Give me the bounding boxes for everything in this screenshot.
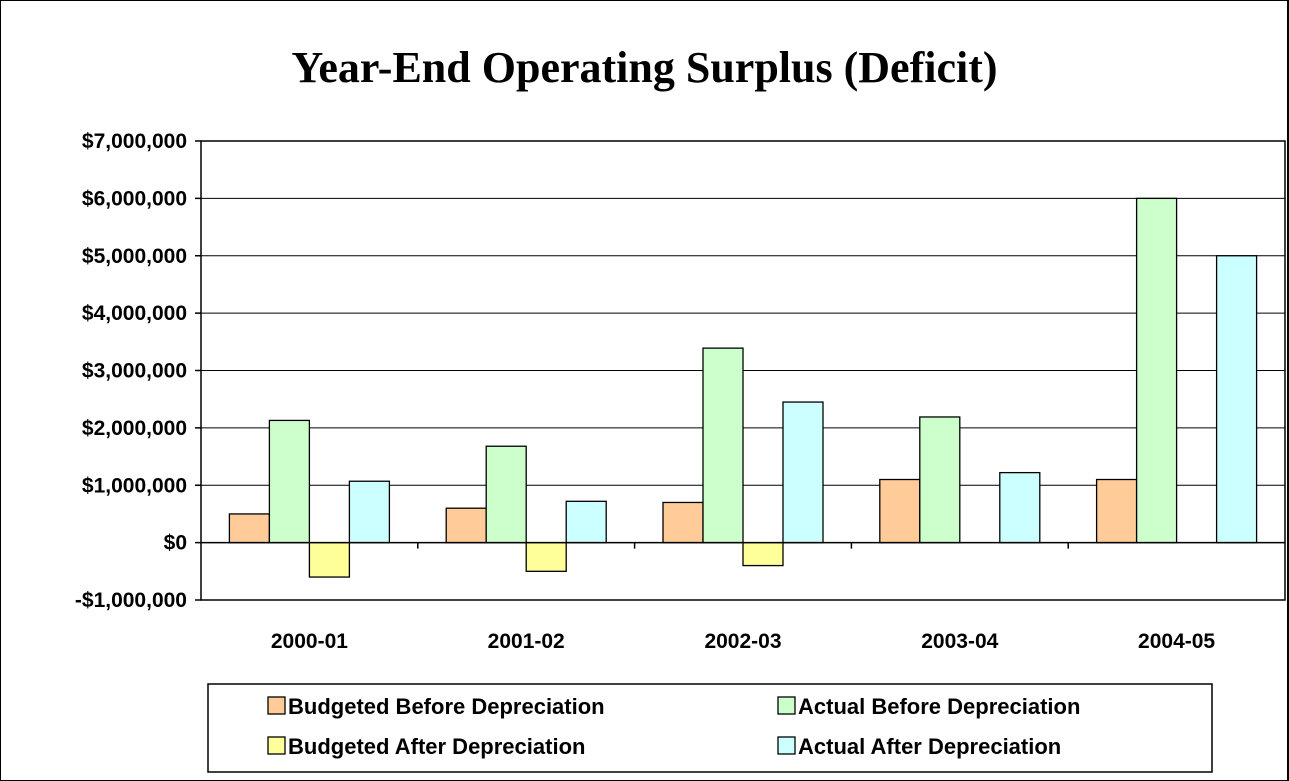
tick-labels: -$1,000,000 $0 $1,000,000 $2,000,000 $3,000,… (75, 130, 1216, 653)
y-tick-label: $5,000,000 (82, 245, 187, 268)
x-tick-label: 2000-01 (271, 630, 348, 653)
legend-swatch (777, 736, 796, 755)
bar (485, 445, 527, 544)
bar (1095, 478, 1138, 544)
bar (565, 500, 607, 544)
y-tick-label: $6,000,000 (82, 187, 187, 210)
x-tick-label: 2001-02 (488, 630, 565, 653)
bar (702, 347, 744, 544)
bars (228, 197, 1258, 578)
y-tick-label: $0 (164, 532, 187, 555)
bar (525, 541, 567, 572)
bar (742, 541, 784, 567)
legend-box (207, 683, 1213, 773)
bar (268, 419, 311, 544)
bar (1215, 255, 1258, 544)
y-tick-label: $1,000,000 (82, 474, 187, 497)
bar (782, 401, 824, 544)
y-tick-label: -$1,000,000 (75, 589, 187, 612)
x-tick-label: 2002-03 (704, 630, 781, 653)
bar (228, 513, 271, 544)
legend-swatch (777, 696, 796, 715)
bar (919, 416, 961, 544)
legend-label: Budgeted After Depreciation (288, 734, 585, 759)
x-tick-label: 2004-05 (1138, 630, 1215, 653)
y-tick-label: $4,000,000 (82, 302, 187, 325)
x-tick-label: 2003-04 (921, 630, 998, 653)
legend-label: Budgeted Before Depreciation (288, 694, 605, 719)
bar (879, 478, 921, 544)
legend: Budgeted Before Depreciation Actual Befor… (207, 683, 1213, 773)
chart-title: Year-End Operating Surplus (Deficit) (291, 43, 998, 92)
bar (308, 541, 351, 578)
legend-label: Actual Before Depreciation (798, 694, 1080, 719)
bar (348, 480, 391, 544)
bar (1135, 197, 1178, 544)
y-tick-label: $2,000,000 (82, 417, 187, 440)
bar (445, 507, 487, 544)
y-tick-label: $7,000,000 (82, 130, 187, 153)
y-tick-label: $3,000,000 (82, 360, 187, 383)
bar (662, 501, 704, 544)
bar (999, 471, 1041, 544)
legend-swatch (267, 736, 286, 755)
legend-label: Actual After Depreciation (798, 734, 1061, 759)
legend-swatch (267, 696, 286, 715)
